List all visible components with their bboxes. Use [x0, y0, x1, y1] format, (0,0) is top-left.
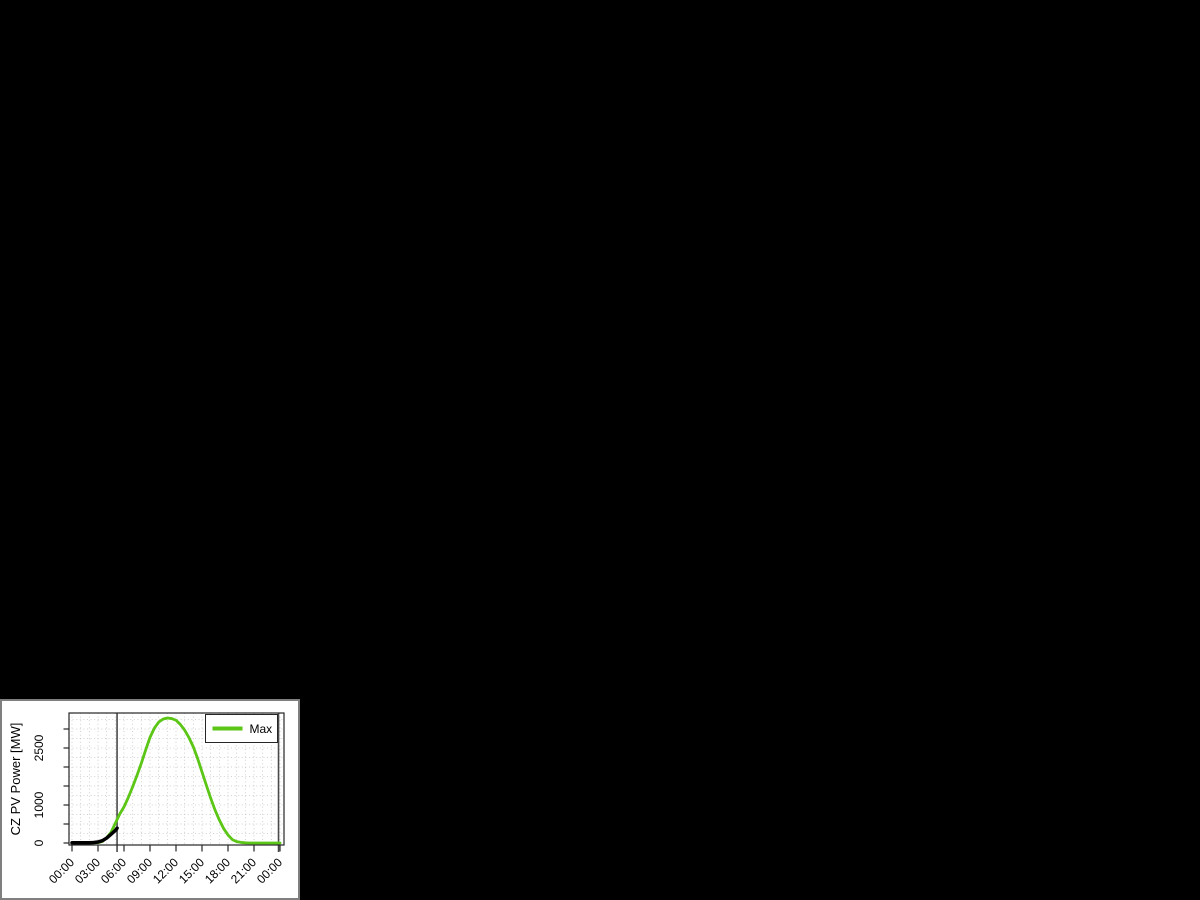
y-tick-label: 1000 — [32, 791, 46, 818]
pv-power-chart-panel: 00:00 03:00 06:00 09:00 12:00 15:00 18:00 21:00… — [0, 699, 300, 900]
legend-label: Max — [250, 722, 273, 736]
y-tick-label: 0 — [32, 839, 46, 846]
y-axis-title: CZ PV Power [MW] — [8, 723, 23, 836]
pv-power-chart: 00:0003:0006:0009:0012:0015:0018:0021:00… — [0, 699, 300, 900]
series-measured — [70, 826, 119, 845]
y-tick-label: 2500 — [32, 734, 46, 761]
